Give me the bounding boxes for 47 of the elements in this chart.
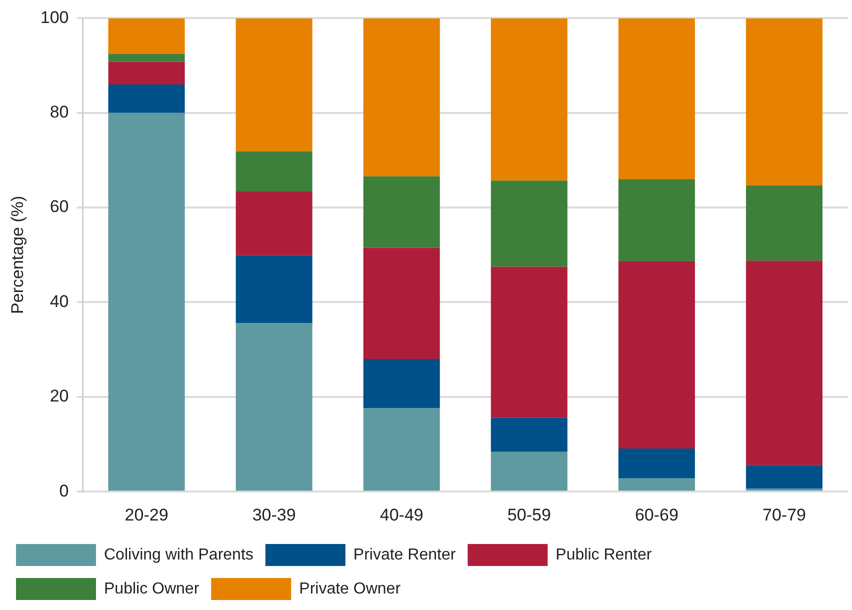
- y-tick-label: 100: [40, 8, 69, 27]
- bar: [746, 18, 822, 186]
- bar: [618, 18, 695, 180]
- bar: [618, 179, 695, 262]
- y-tick-label: 40: [50, 292, 69, 311]
- legend-label: Coliving with Parents: [104, 546, 254, 564]
- bar: [490, 18, 568, 181]
- bar: [490, 452, 568, 491]
- bar: [363, 18, 440, 176]
- x-tick-label: 30-39: [252, 505, 296, 524]
- legend-label: Public Renter: [556, 546, 652, 564]
- bar: [108, 84, 185, 113]
- x-tick-label: 20-29: [124, 505, 168, 524]
- bar: [108, 18, 185, 54]
- bar: [490, 266, 568, 418]
- bar: [236, 191, 312, 256]
- bar: [108, 112, 185, 491]
- x-tick-label: 40-49: [380, 505, 424, 524]
- y-tick-label: 60: [50, 197, 69, 216]
- bar: [490, 418, 568, 452]
- y-axis-title: Percentage (%): [8, 196, 27, 314]
- bar: [108, 62, 185, 84]
- x-tick-label: 50-59: [507, 505, 551, 524]
- bar: [618, 262, 695, 449]
- x-tick-label: 60-69: [634, 505, 678, 524]
- bar: [236, 323, 312, 491]
- bar: [490, 180, 568, 267]
- bar: [363, 248, 440, 360]
- bar: [618, 448, 695, 478]
- y-tick-label: 0: [59, 481, 69, 500]
- bar: [618, 478, 695, 491]
- bar: [236, 151, 312, 192]
- bar: [363, 176, 440, 248]
- bar: [746, 185, 822, 261]
- legend-label: Private Owner: [299, 580, 402, 598]
- bar: [363, 408, 440, 491]
- y-tick-label: 20: [50, 386, 69, 406]
- bar: [746, 465, 822, 489]
- legend-label: Private Renter: [353, 546, 456, 564]
- bar: [236, 255, 312, 324]
- legend-label: Public Owner: [104, 580, 200, 598]
- y-tick-label: 80: [50, 102, 69, 122]
- x-tick-label: 70-79: [762, 505, 806, 524]
- bar: [363, 359, 440, 408]
- bar: [746, 260, 822, 466]
- bar: [236, 18, 312, 152]
- bar: [108, 54, 185, 62]
